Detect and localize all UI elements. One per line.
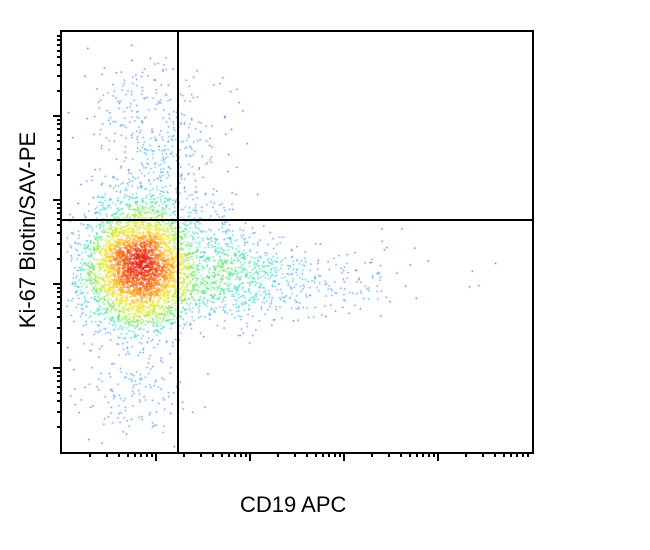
- x-axis-label: CD19 APC: [240, 492, 346, 518]
- quadrant-vertical-line: [177, 32, 179, 452]
- quadrant-horizontal-line: [62, 219, 532, 221]
- flow-cytometry-plot: [60, 30, 534, 454]
- plot-area: [60, 30, 534, 454]
- y-axis-label: Ki-67 Biotin/SAV-PE: [15, 110, 41, 350]
- scatter-canvas: [62, 32, 532, 452]
